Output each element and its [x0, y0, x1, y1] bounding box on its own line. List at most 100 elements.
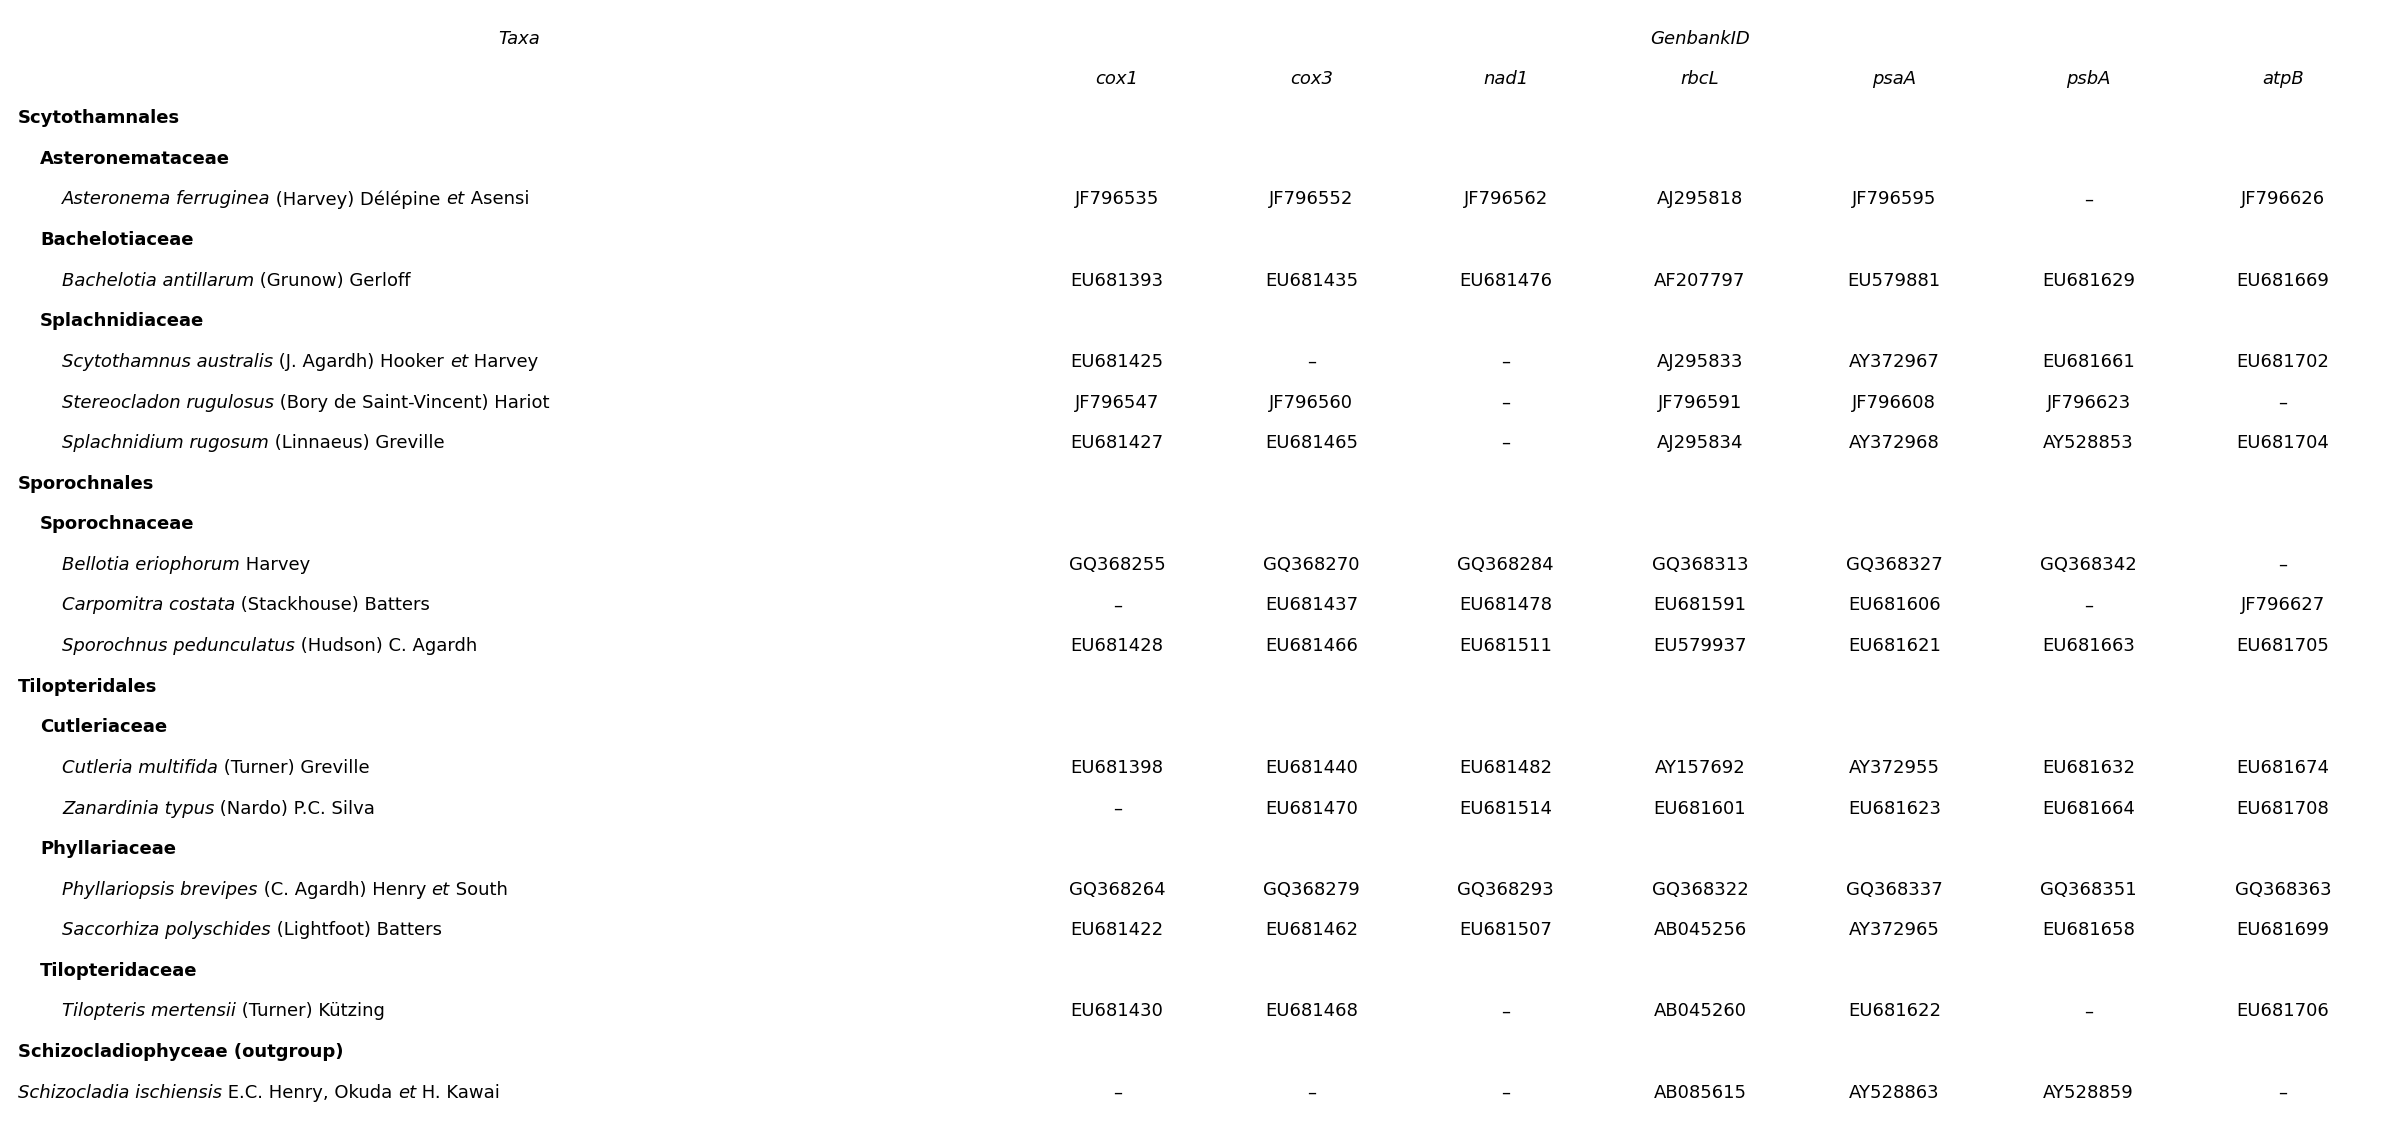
Text: psbA: psbA	[2067, 70, 2110, 88]
Text: –: –	[2084, 191, 2093, 209]
Text: AY528859: AY528859	[2043, 1084, 2134, 1102]
Text: EU681476: EU681476	[1460, 272, 1552, 290]
Text: Cutleriaceae: Cutleriaceae	[41, 719, 168, 736]
Text: H. Kawai: H. Kawai	[417, 1084, 501, 1102]
Text: JF796595: JF796595	[1851, 191, 1938, 209]
Text: Scytothamnales: Scytothamnales	[19, 110, 180, 128]
Text: Harvey: Harvey	[240, 556, 309, 574]
Text: AY372965: AY372965	[1849, 921, 1940, 939]
Text: EU681430: EU681430	[1070, 1003, 1163, 1020]
Text: EU681482: EU681482	[1460, 759, 1552, 777]
Text: EU681663: EU681663	[2043, 637, 2134, 655]
Text: AY528863: AY528863	[1849, 1084, 1940, 1102]
Text: AY157692: AY157692	[1655, 759, 1746, 777]
Text: JF796591: JF796591	[1657, 394, 1741, 412]
Text: GenbankID: GenbankID	[1650, 30, 1751, 48]
Text: cox1: cox1	[1096, 70, 1139, 88]
Text: Tilopteridales: Tilopteridales	[19, 678, 158, 696]
Text: AB045256: AB045256	[1652, 921, 1746, 939]
Text: GQ368351: GQ368351	[2041, 881, 2137, 899]
Text: EU681601: EU681601	[1655, 800, 1746, 817]
Text: (Turner) Greville: (Turner) Greville	[218, 759, 369, 777]
Text: (Nardo) P.C. Silva: (Nardo) P.C. Silva	[213, 800, 374, 817]
Text: AB045260: AB045260	[1655, 1003, 1746, 1020]
Text: EU681591: EU681591	[1655, 597, 1746, 615]
Text: EU681398: EU681398	[1070, 759, 1163, 777]
Text: Sporochnus pedunculatus: Sporochnus pedunculatus	[62, 637, 295, 655]
Text: GQ368322: GQ368322	[1652, 881, 1748, 899]
Text: atpB: atpB	[2261, 70, 2304, 88]
Text: (Bory de Saint-Vincent) Hariot: (Bory de Saint-Vincent) Hariot	[273, 394, 549, 412]
Text: (Harvey) Délépine: (Harvey) Délépine	[271, 191, 446, 209]
Text: (Stackhouse) Batters: (Stackhouse) Batters	[235, 597, 429, 615]
Text: EU681462: EU681462	[1264, 921, 1357, 939]
Text: EU681435: EU681435	[1264, 272, 1357, 290]
Text: EU681621: EU681621	[1849, 637, 1940, 655]
Text: AY528853: AY528853	[2043, 434, 2134, 452]
Text: et: et	[432, 881, 451, 899]
Text: Phyllariopsis brevipes: Phyllariopsis brevipes	[62, 881, 257, 899]
Text: Bachelotia antillarum: Bachelotia antillarum	[62, 272, 254, 290]
Text: JF796608: JF796608	[1851, 394, 1935, 412]
Text: EU681674: EU681674	[2237, 759, 2328, 777]
Text: –: –	[2278, 556, 2288, 574]
Text: Scytothamnus australis: Scytothamnus australis	[62, 353, 273, 371]
Text: Zanardinia typus: Zanardinia typus	[62, 800, 213, 817]
Text: EU681437: EU681437	[1264, 597, 1357, 615]
Text: (C. Agardh) Henry: (C. Agardh) Henry	[257, 881, 432, 899]
Text: –: –	[1307, 1084, 1317, 1102]
Text: JF796547: JF796547	[1074, 394, 1158, 412]
Text: psaA: psaA	[1873, 70, 1916, 88]
Text: GQ368264: GQ368264	[1070, 881, 1165, 899]
Text: EU681702: EU681702	[2237, 353, 2328, 371]
Text: Phyllariaceae: Phyllariaceae	[41, 840, 175, 858]
Text: –: –	[1501, 434, 1511, 452]
Text: EU681470: EU681470	[1266, 800, 1357, 817]
Text: JF796552: JF796552	[1269, 191, 1352, 209]
Text: –: –	[1501, 394, 1511, 412]
Text: –: –	[2084, 1003, 2093, 1020]
Text: EU681669: EU681669	[2237, 272, 2328, 290]
Text: AJ295818: AJ295818	[1657, 191, 1743, 209]
Text: EU681658: EU681658	[2043, 921, 2134, 939]
Text: EU681440: EU681440	[1266, 759, 1357, 777]
Text: GQ368270: GQ368270	[1264, 556, 1360, 574]
Text: JF796626: JF796626	[2240, 191, 2326, 209]
Text: AY372968: AY372968	[1849, 434, 1940, 452]
Text: AF207797: AF207797	[1655, 272, 1746, 290]
Text: JF796562: JF796562	[1463, 191, 1547, 209]
Text: –: –	[1307, 353, 1317, 371]
Text: AY372967: AY372967	[1849, 353, 1940, 371]
Text: EU681632: EU681632	[2043, 759, 2134, 777]
Text: GQ368327: GQ368327	[1846, 556, 1942, 574]
Text: Sporochnaceae: Sporochnaceae	[41, 516, 194, 533]
Text: GQ368337: GQ368337	[1846, 881, 1942, 899]
Text: EU681428: EU681428	[1070, 637, 1163, 655]
Text: –: –	[2278, 1084, 2288, 1102]
Text: nad1: nad1	[1482, 70, 1528, 88]
Text: –: –	[1501, 1084, 1511, 1102]
Text: rbcL: rbcL	[1681, 70, 1719, 88]
Text: EU579881: EU579881	[1849, 272, 1940, 290]
Text: EU681514: EU681514	[1460, 800, 1552, 817]
Text: Asensi: Asensi	[465, 191, 530, 209]
Text: Bellotia eriophorum: Bellotia eriophorum	[62, 556, 240, 574]
Text: Splachnidium rugosum: Splachnidium rugosum	[62, 434, 269, 452]
Text: EU681699: EU681699	[2237, 921, 2328, 939]
Text: AY372955: AY372955	[1849, 759, 1940, 777]
Text: EU681664: EU681664	[2043, 800, 2134, 817]
Text: (Hudson) C. Agardh: (Hudson) C. Agardh	[295, 637, 477, 655]
Text: Tilopteris mertensii: Tilopteris mertensii	[62, 1003, 235, 1020]
Text: et: et	[446, 191, 465, 209]
Text: GQ368342: GQ368342	[2041, 556, 2137, 574]
Text: Sporochnales: Sporochnales	[19, 475, 153, 493]
Text: GQ368293: GQ368293	[1458, 881, 1554, 899]
Text: EU681606: EU681606	[1849, 597, 1940, 615]
Text: (Linnaeus) Greville: (Linnaeus) Greville	[269, 434, 444, 452]
Text: Harvey: Harvey	[468, 353, 537, 371]
Text: JF796627: JF796627	[2240, 597, 2326, 615]
Text: JF796623: JF796623	[2045, 394, 2132, 412]
Text: JF796560: JF796560	[1269, 394, 1352, 412]
Text: Taxa: Taxa	[499, 30, 540, 48]
Text: EU681427: EU681427	[1070, 434, 1163, 452]
